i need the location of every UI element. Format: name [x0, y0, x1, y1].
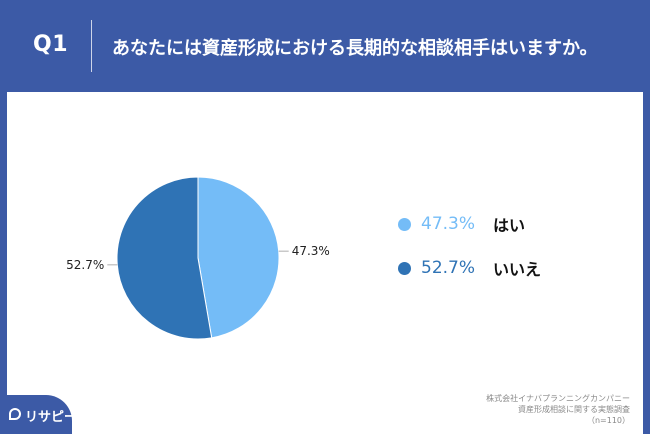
- legend-item-yes: 47.3% はい: [398, 212, 525, 236]
- source-survey: 資産形成相談に関する実態調査: [518, 405, 630, 414]
- logo-text: リサピー: [25, 410, 78, 425]
- header-divider: [91, 20, 92, 72]
- pie-chart: 47.3% 52.7%: [66, 176, 330, 340]
- legend-dot-yes: [398, 217, 411, 231]
- legend-label-no: いいえ: [493, 260, 542, 279]
- chart-card: 47.3% 52.7% 47.3% はい 52.7% いいえ 株式会社イナバプラン…: [7, 92, 643, 434]
- header: Q1 あなたには資産形成における長期的な相談相手はいますか。: [0, 0, 650, 92]
- legend-item-no: 52.7% いいえ: [398, 256, 541, 280]
- source-company: 株式会社イナバプランニングカンパニー: [486, 394, 630, 403]
- legend-dot-no: [398, 261, 411, 275]
- legend-pct-no: 52.7%: [421, 258, 476, 278]
- pie-slice-no: [116, 176, 213, 340]
- legend-pct-yes: 47.3%: [421, 214, 476, 234]
- data-label-no: 52.7%: [66, 258, 104, 272]
- source-sample-size: （n=110）: [586, 416, 630, 425]
- data-label-yes: 47.3%: [292, 244, 330, 258]
- legend-label-yes: はい: [493, 216, 526, 235]
- question-text: あなたには資産形成における長期的な相談相手はいますか。: [112, 38, 598, 59]
- pie-slice-yes: [197, 176, 280, 339]
- source-note: 株式会社イナバプランニングカンパニー 資産形成相談に関する実態調査 （n=110…: [486, 393, 630, 426]
- risapy-logo: リサピー: [0, 395, 77, 434]
- location-pin-icon: [9, 408, 21, 420]
- question-number: Q1: [33, 32, 69, 57]
